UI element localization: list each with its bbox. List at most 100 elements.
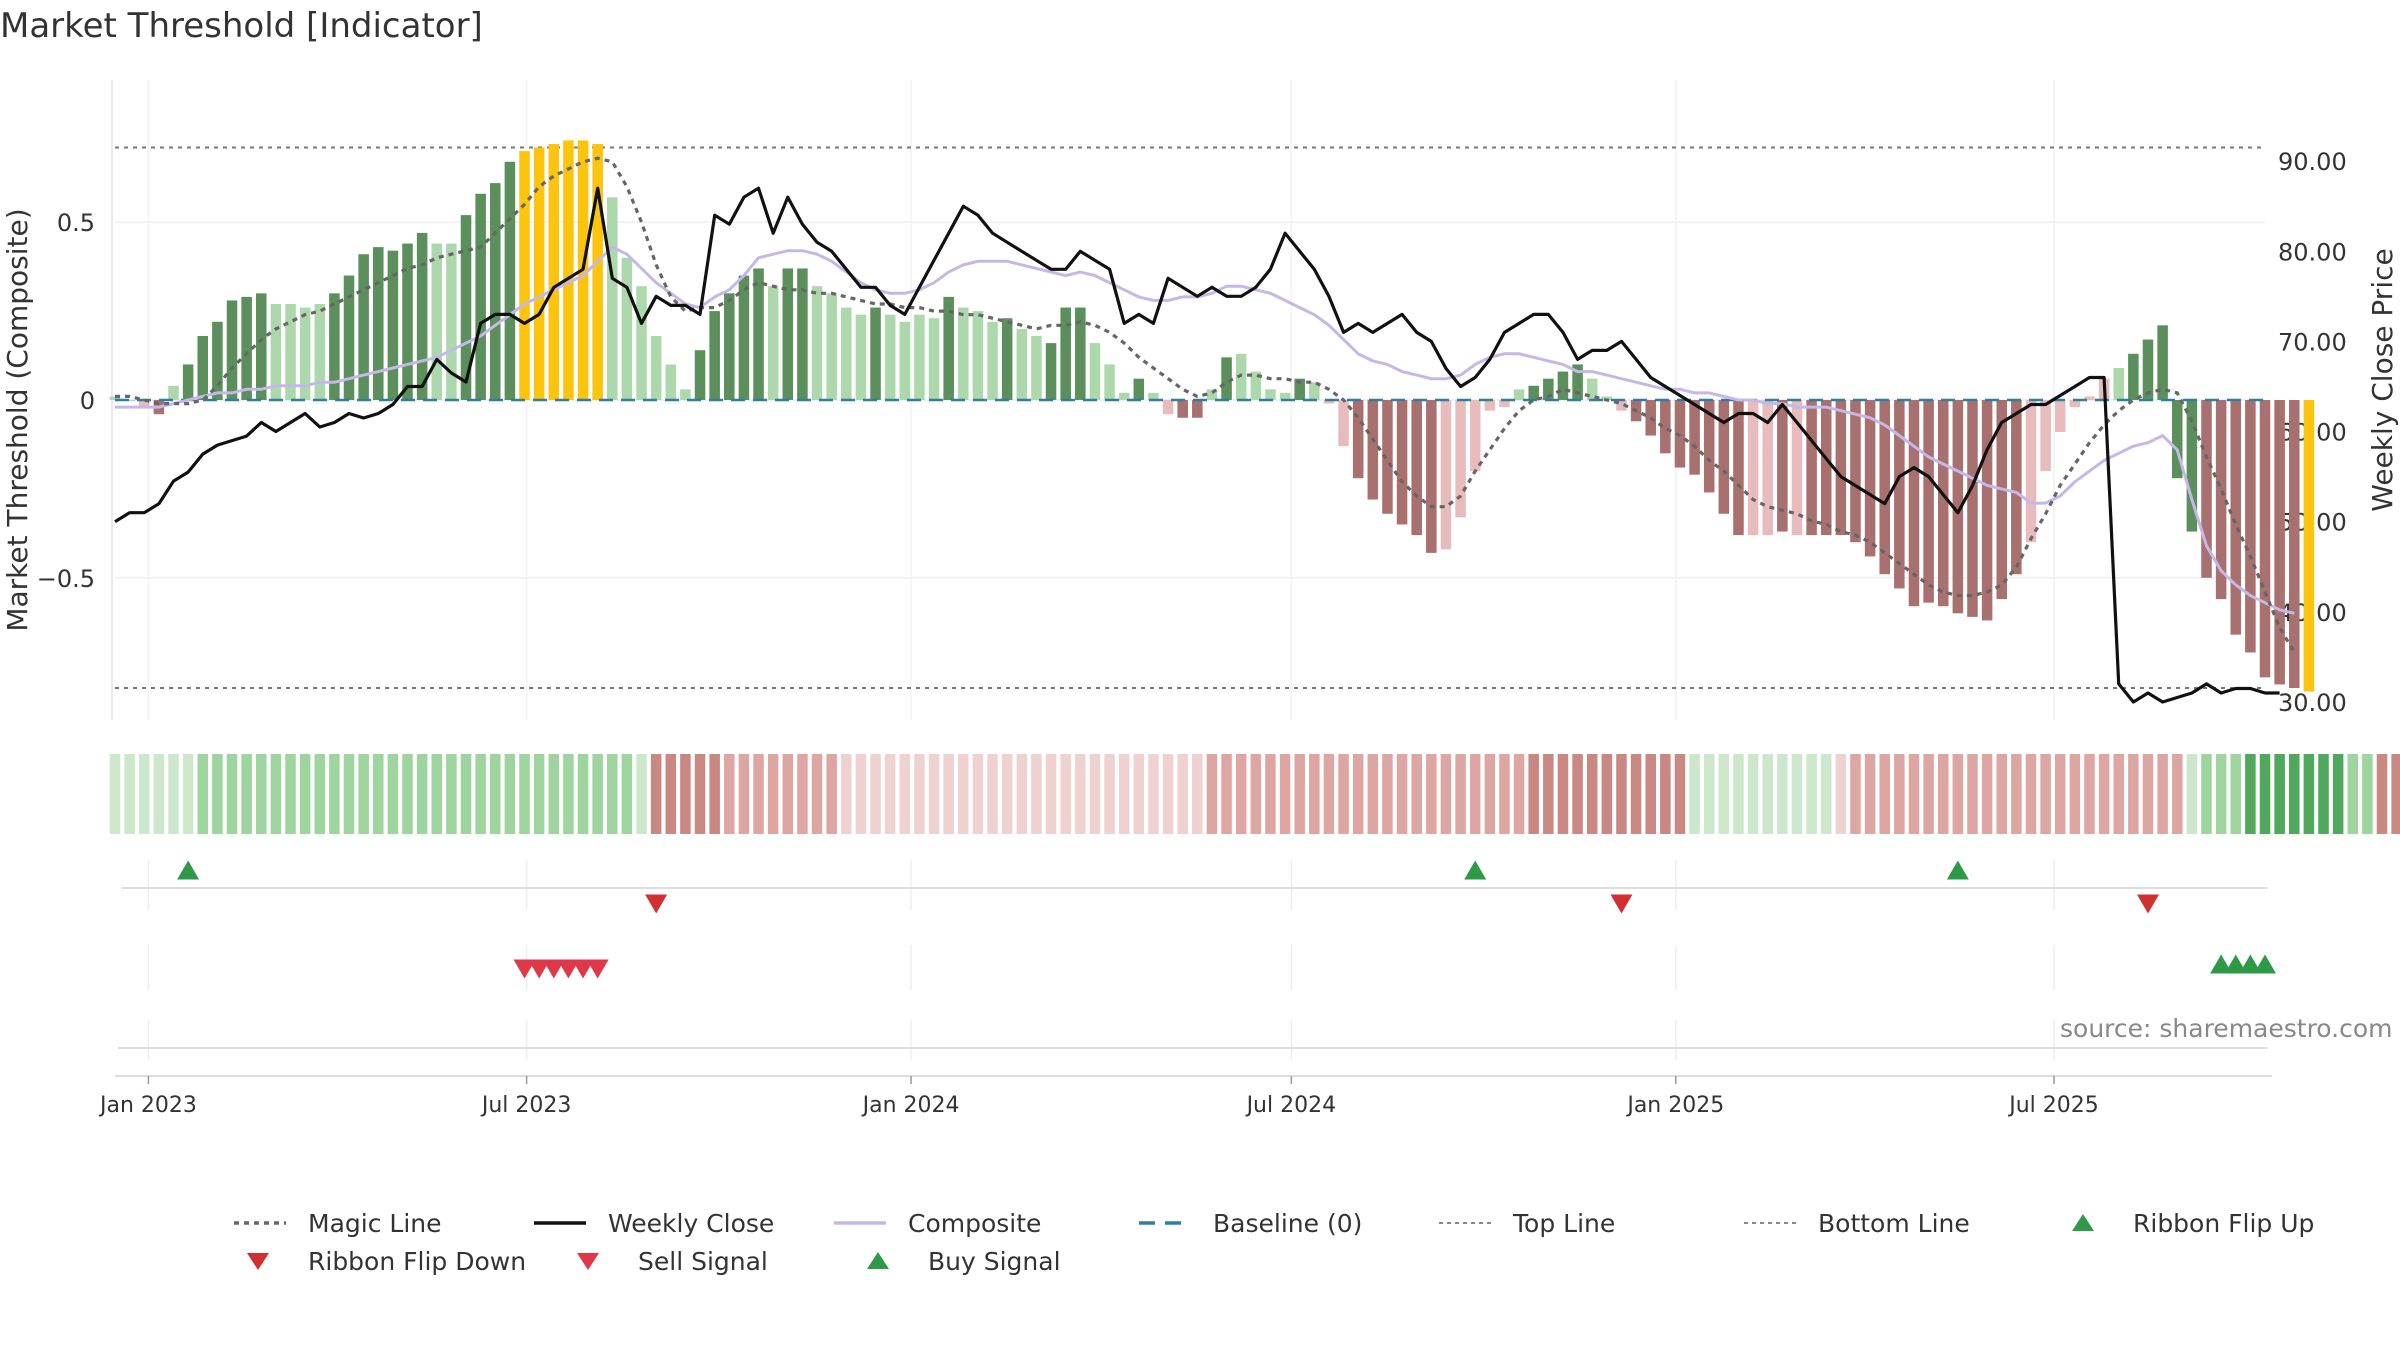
legend-item-baseline-0: Baseline (0) (1135, 1205, 1362, 1241)
histogram-bar (1747, 400, 1759, 536)
histogram-bar (826, 293, 837, 400)
histogram-bar (884, 314, 896, 400)
ribbon-cell (1543, 754, 1554, 834)
legend-swatch (834, 1221, 886, 1225)
legend-swatch-shape (247, 1253, 269, 1270)
ribbon-cell (1396, 754, 1408, 834)
legend-label: Ribbon Flip Up (2133, 1208, 2315, 1238)
ribbon-cell (475, 754, 486, 834)
histogram-bar (1806, 400, 1817, 536)
histogram-bar (2128, 353, 2139, 400)
histogram-bar (2230, 400, 2242, 635)
ribbon-cell (416, 754, 428, 834)
histogram-bar (1513, 389, 1525, 400)
histogram-bar (373, 247, 384, 400)
ribbon-cell (987, 754, 998, 834)
legend-label: Composite (908, 1208, 1042, 1238)
x-tick-label: Jul 2023 (480, 1093, 572, 1118)
y-tick-label-left: −0.5 (37, 565, 95, 593)
ribbon-cell (1118, 754, 1130, 834)
ribbon-cell (255, 754, 267, 834)
histogram-bar (1718, 400, 1730, 514)
ribbon-cell (2274, 754, 2285, 834)
legend-swatch (1744, 1222, 1796, 1224)
histogram-bar (592, 144, 603, 400)
legend-item-top-line: Top Line (1435, 1205, 1615, 1241)
histogram-bar (1045, 343, 1057, 400)
magic-line (115, 156, 2296, 654)
ribbon-cell (1703, 754, 1715, 834)
y-tick-label-right: 30.00 (2278, 689, 2347, 717)
legend-item-sell-signal: Sell Signal (560, 1243, 768, 1279)
legend-label: Bottom Line (1818, 1208, 1970, 1238)
histogram-bar (1411, 400, 1422, 536)
ribbon-cell (533, 754, 545, 834)
ribbon-cell (1630, 754, 1642, 834)
buy-signal-marker (2210, 954, 2233, 974)
ribbon-cell (855, 754, 867, 834)
ribbon-cell (1382, 754, 1393, 834)
y-axis-label-left: Market Threshold (Composite) (1, 208, 34, 631)
ribbon-cell (1981, 754, 1993, 834)
ribbon-flip-down-marker (645, 894, 668, 914)
histogram-bar (490, 183, 501, 400)
y-tick-label-left: 0.5 (57, 209, 95, 237)
y-tick-label-right: 80.00 (2278, 238, 2347, 266)
ribbon-cell (592, 754, 603, 834)
ribbon-cell (2157, 754, 2168, 834)
ribbon-cell (299, 754, 311, 834)
histogram-bar (1937, 400, 1949, 607)
histogram-bar (1674, 400, 1686, 468)
histogram-bar (2171, 400, 2183, 479)
ribbon-cell (2113, 754, 2125, 834)
ribbon-cell (1279, 754, 1291, 834)
legend-swatch (2072, 1214, 2094, 1231)
ribbon-cell (1967, 754, 1978, 834)
ribbon-cell (767, 754, 779, 834)
histogram-bar (797, 268, 808, 400)
ribbon-cell (1923, 754, 1934, 834)
legend-swatch-shape (867, 1252, 889, 1269)
histogram-bar (1338, 400, 1349, 447)
ribbon-cell (1601, 754, 1613, 834)
ribbon-cell (2318, 754, 2329, 834)
ribbon-cell (1031, 754, 1042, 834)
ribbon-cell (2362, 754, 2373, 834)
histogram-bar (2011, 400, 2022, 575)
ribbon-cell (958, 754, 969, 834)
histogram-bar (343, 275, 355, 400)
histogram-bar (2069, 400, 2081, 408)
ribbon-cell (446, 754, 457, 834)
histogram-bar (1177, 400, 1188, 418)
ribbon-cell (1426, 754, 1437, 834)
ribbon-cell (2025, 754, 2037, 834)
ribbon-cell (884, 754, 896, 834)
ribbon-cell (168, 754, 179, 834)
histogram-bar (2142, 339, 2154, 400)
ribbon-cell (1045, 754, 1057, 834)
ribbon-cell (1586, 754, 1598, 834)
legend-item-composite: Composite (830, 1205, 1041, 1241)
ribbon-cell (1148, 754, 1159, 834)
ribbon-flip-up-marker (1946, 860, 1969, 880)
histogram-bar (475, 193, 486, 400)
ribbon-cell (314, 754, 326, 834)
ribbon-cell (811, 754, 823, 834)
histogram-bar (1484, 400, 1496, 411)
ribbon-cell (2332, 754, 2344, 834)
legend-swatch-shape (577, 1253, 599, 1270)
histogram-bar (1133, 378, 1145, 400)
sell-signal-marker (513, 959, 536, 979)
ribbon-cell (1104, 754, 1115, 834)
ribbon-cell (2186, 754, 2198, 834)
ribbon-cell (2040, 754, 2051, 834)
ribbon-cell (1879, 754, 1890, 834)
legend-swatch (577, 1253, 599, 1270)
histogram-bar (431, 243, 443, 400)
histogram-bar (358, 254, 369, 400)
ribbon-cell (1645, 754, 1656, 834)
legend-item-ribbon-flip-down: Ribbon Flip Down (230, 1243, 526, 1279)
legend-item-weekly-close: Weekly Close (530, 1205, 774, 1241)
histogram-bar (270, 304, 282, 400)
ribbon-cell (1864, 754, 1876, 834)
